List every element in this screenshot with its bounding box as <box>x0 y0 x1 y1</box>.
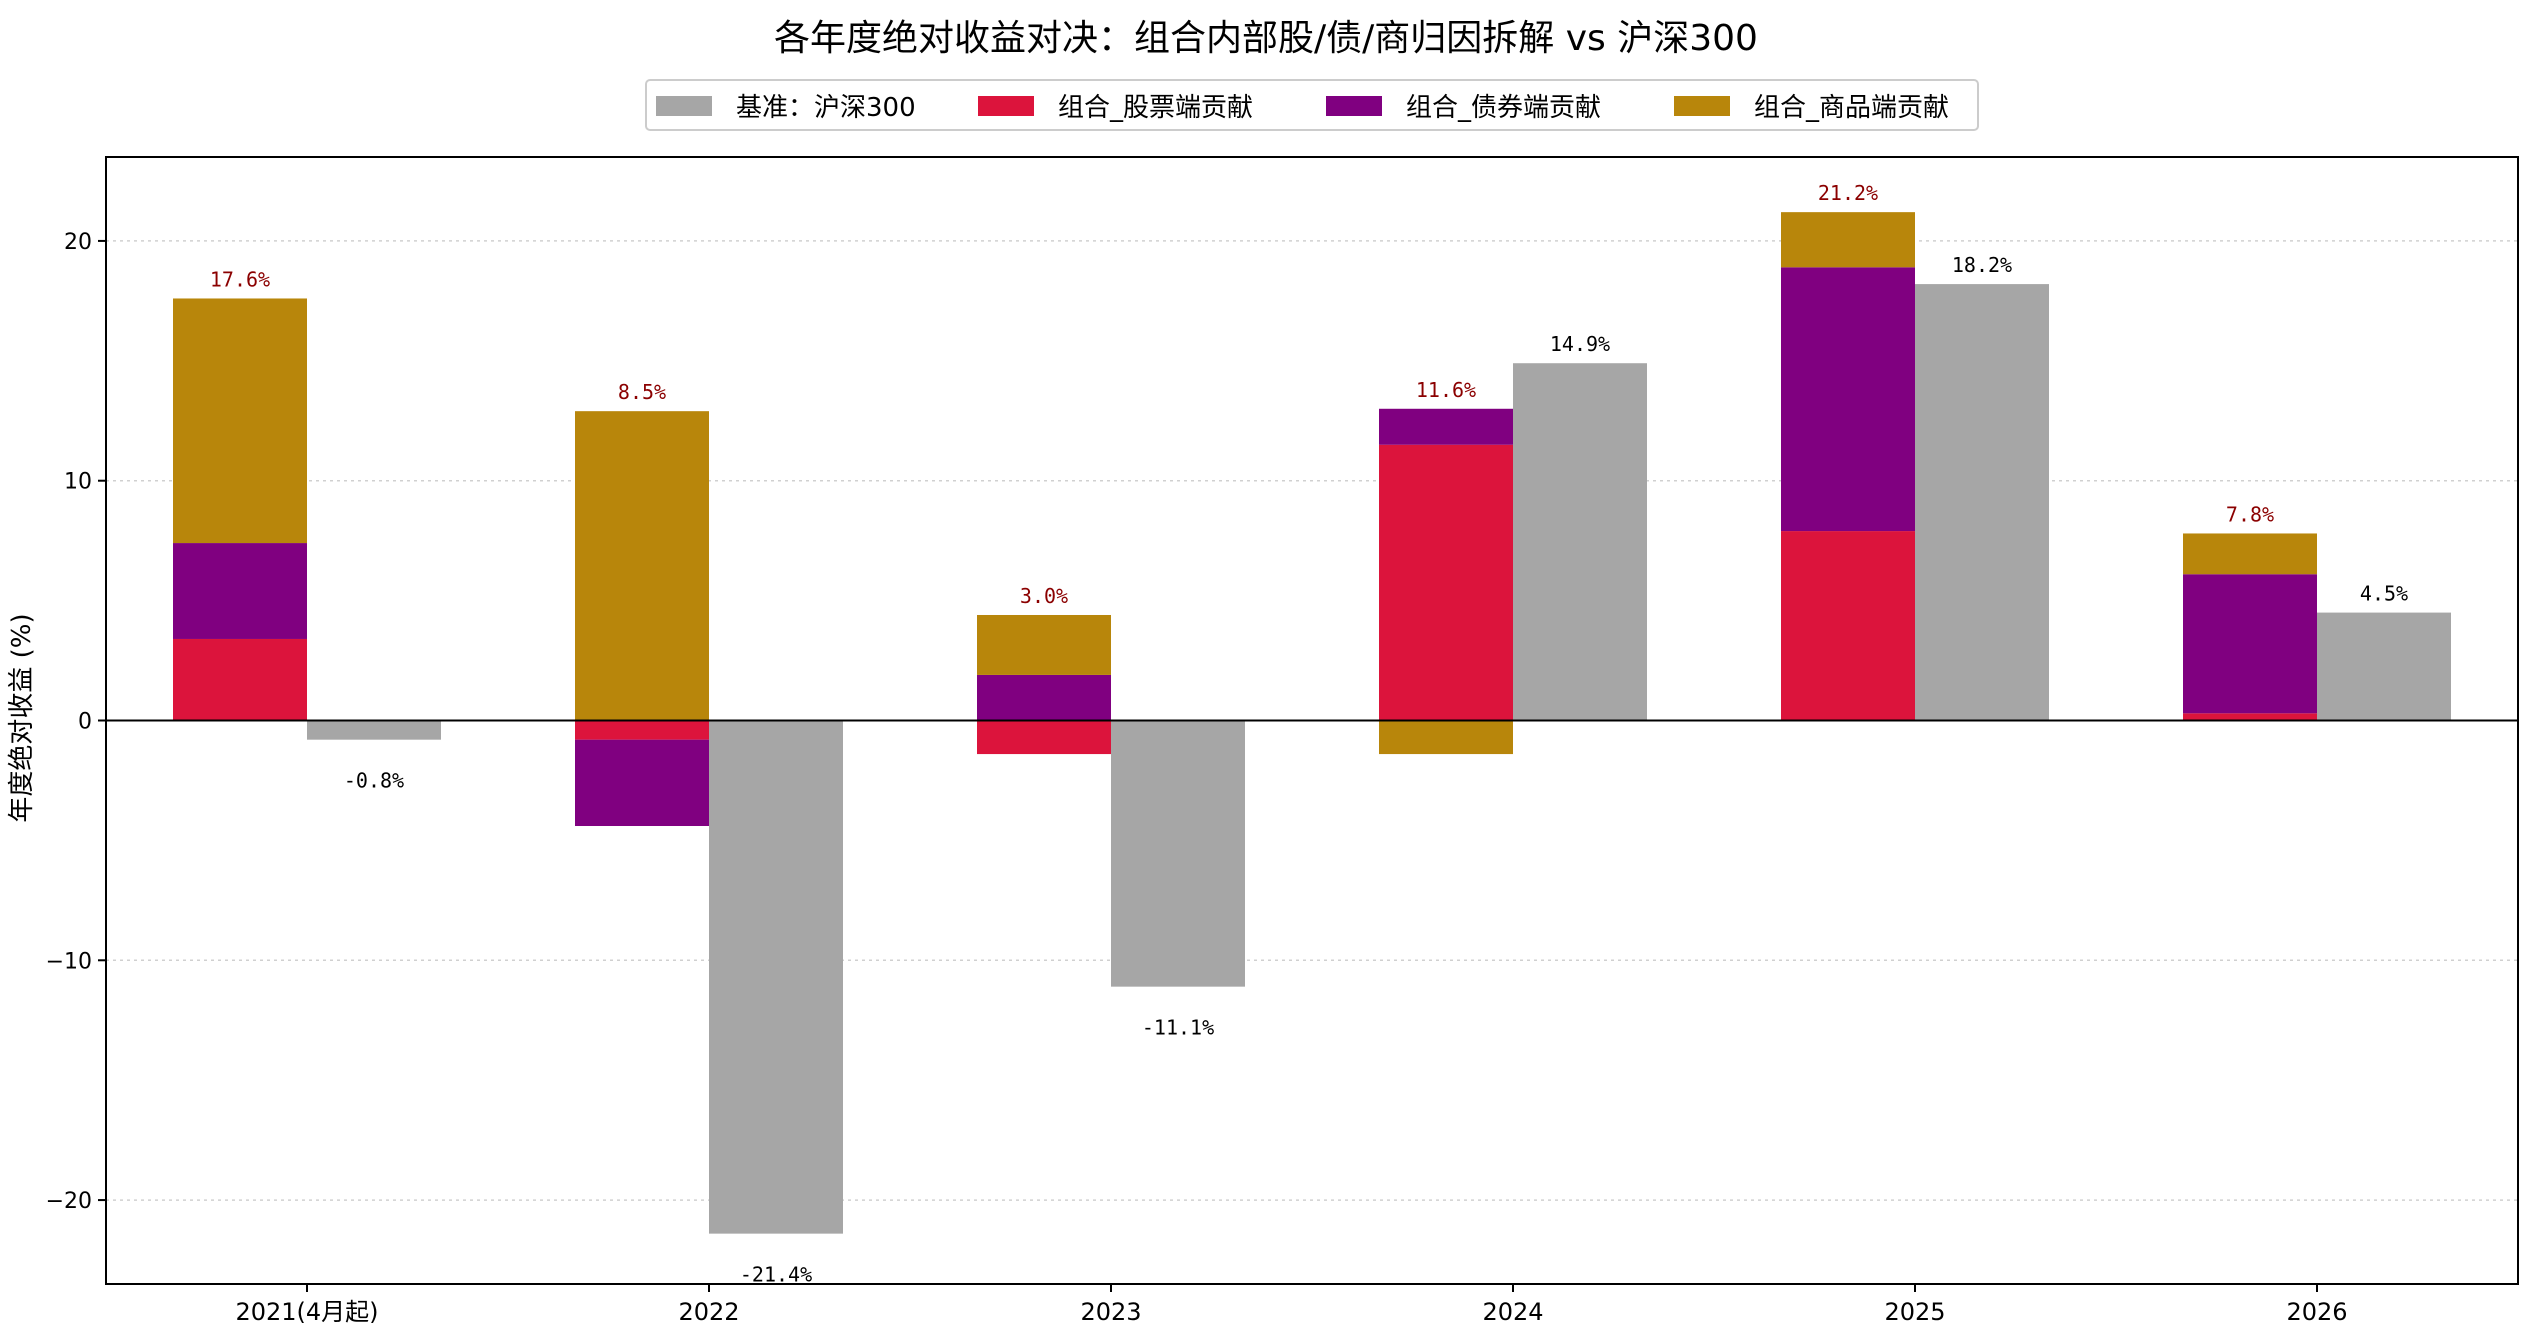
portfolio-bar-segment <box>173 638 307 721</box>
x-tick-label: 2025 <box>1884 1298 1945 1326</box>
x-axis-ticks: 2021(4月起) 2022 2023 2024 2025 2026 <box>235 1284 2348 1326</box>
portfolio-total-label: 8.5% <box>618 380 666 404</box>
y-gridlines <box>106 240 2518 1201</box>
y-tick-label: −20 <box>46 1189 92 1214</box>
y-tick-label: 0 <box>78 710 92 735</box>
benchmark-value-label: -11.1% <box>1142 1016 1214 1040</box>
portfolio-total-label: 3.0% <box>1020 584 1068 608</box>
portfolio-total-label: 21.2% <box>1818 181 1878 205</box>
benchmark-value-label: 14.9% <box>1550 332 1610 356</box>
data-labels: 17.6% -0.8% 8.5% -21.4% 3.0% -11.1% 11.6% 14.9%… <box>210 181 2408 1286</box>
y-axis-label: 年度绝对收益 (%) <box>7 613 37 822</box>
legend: 基准：沪深300 组合_股票端贡献 组合_债券端贡献 组合_商品端贡献 <box>645 79 1979 131</box>
portfolio-bar-segment <box>2183 713 2317 721</box>
portfolio-bar-segment <box>977 720 1111 755</box>
portfolio-bar-segment <box>575 739 709 827</box>
portfolio-bar-segment <box>575 720 709 740</box>
x-tick-label: 2024 <box>1482 1298 1543 1326</box>
portfolio-total-label: 11.6% <box>1416 378 1476 402</box>
legend-label: 组合_股票端贡献 <box>1058 93 1253 123</box>
benchmark-bar <box>1915 284 2049 721</box>
legend-swatch <box>656 96 712 116</box>
y-tick-label: 20 <box>64 230 92 255</box>
portfolio-bar-segment <box>173 298 307 544</box>
legend-label: 基准：沪深300 <box>736 93 916 123</box>
portfolio-bar-segment <box>1379 720 1513 755</box>
y-tick-label: 10 <box>64 470 92 495</box>
portfolio-bar-segment <box>977 614 1111 675</box>
benchmark-value-label: 18.2% <box>1952 253 2012 277</box>
benchmark-bar <box>1513 363 1647 721</box>
x-tick-label: 2023 <box>1080 1298 1141 1326</box>
portfolio-bar-segment <box>1379 444 1513 721</box>
benchmark-value-label: 4.5% <box>2360 582 2408 606</box>
y-tick-label: −10 <box>46 949 92 974</box>
legend-swatch <box>1326 96 1382 116</box>
benchmark-value-label: -0.8% <box>344 769 404 793</box>
portfolio-bar-segment <box>1781 267 1915 532</box>
portfolio-total-label: 7.8% <box>2226 502 2274 526</box>
benchmark-bar <box>2317 612 2451 721</box>
portfolio-bar-segment <box>173 543 307 639</box>
x-tick-label: 2026 <box>2286 1298 2347 1326</box>
benchmark-value-label: -21.4% <box>740 1263 812 1287</box>
legend-frame <box>645 79 1979 131</box>
portfolio-bar-segment <box>575 411 709 721</box>
benchmark-bar <box>307 720 441 740</box>
benchmark-bar <box>1111 720 1245 987</box>
legend-swatch <box>1674 96 1730 116</box>
bars <box>173 212 2451 1234</box>
legend-label: 组合_债券端贡献 <box>1406 93 1601 123</box>
benchmark-bar <box>709 720 843 1234</box>
legend-label: 组合_商品端贡献 <box>1754 93 1949 123</box>
portfolio-bar-segment <box>1781 531 1915 721</box>
portfolio-total-label: 17.6% <box>210 267 270 291</box>
portfolio-bar-segment <box>977 674 1111 721</box>
x-tick-label: 2021(4月起) <box>235 1298 378 1326</box>
portfolio-bar-segment <box>1379 408 1513 445</box>
legend-swatch <box>978 96 1034 116</box>
y-axis-ticks: −20 −10 0 10 20 <box>46 230 106 1214</box>
portfolio-bar-segment <box>2183 533 2317 575</box>
portfolio-bar-segment <box>2183 574 2317 714</box>
portfolio-bar-segment <box>1781 212 1915 268</box>
x-tick-label: 2022 <box>678 1298 739 1326</box>
chart-title: 各年度绝对收益对决：组合内部股/债/商归因拆解 vs 沪深300 <box>774 18 1758 59</box>
